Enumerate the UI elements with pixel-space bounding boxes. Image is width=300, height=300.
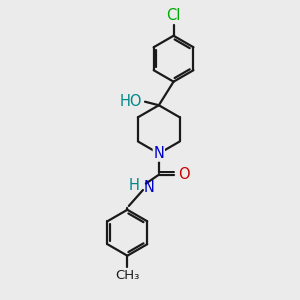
Text: H: H (128, 178, 139, 194)
Text: O: O (178, 167, 189, 182)
Text: Cl: Cl (167, 8, 181, 23)
Text: HO: HO (120, 94, 142, 109)
Text: CH₃: CH₃ (115, 269, 140, 282)
Text: N: N (153, 146, 164, 161)
Text: N: N (153, 146, 164, 161)
Text: N: N (144, 180, 155, 195)
